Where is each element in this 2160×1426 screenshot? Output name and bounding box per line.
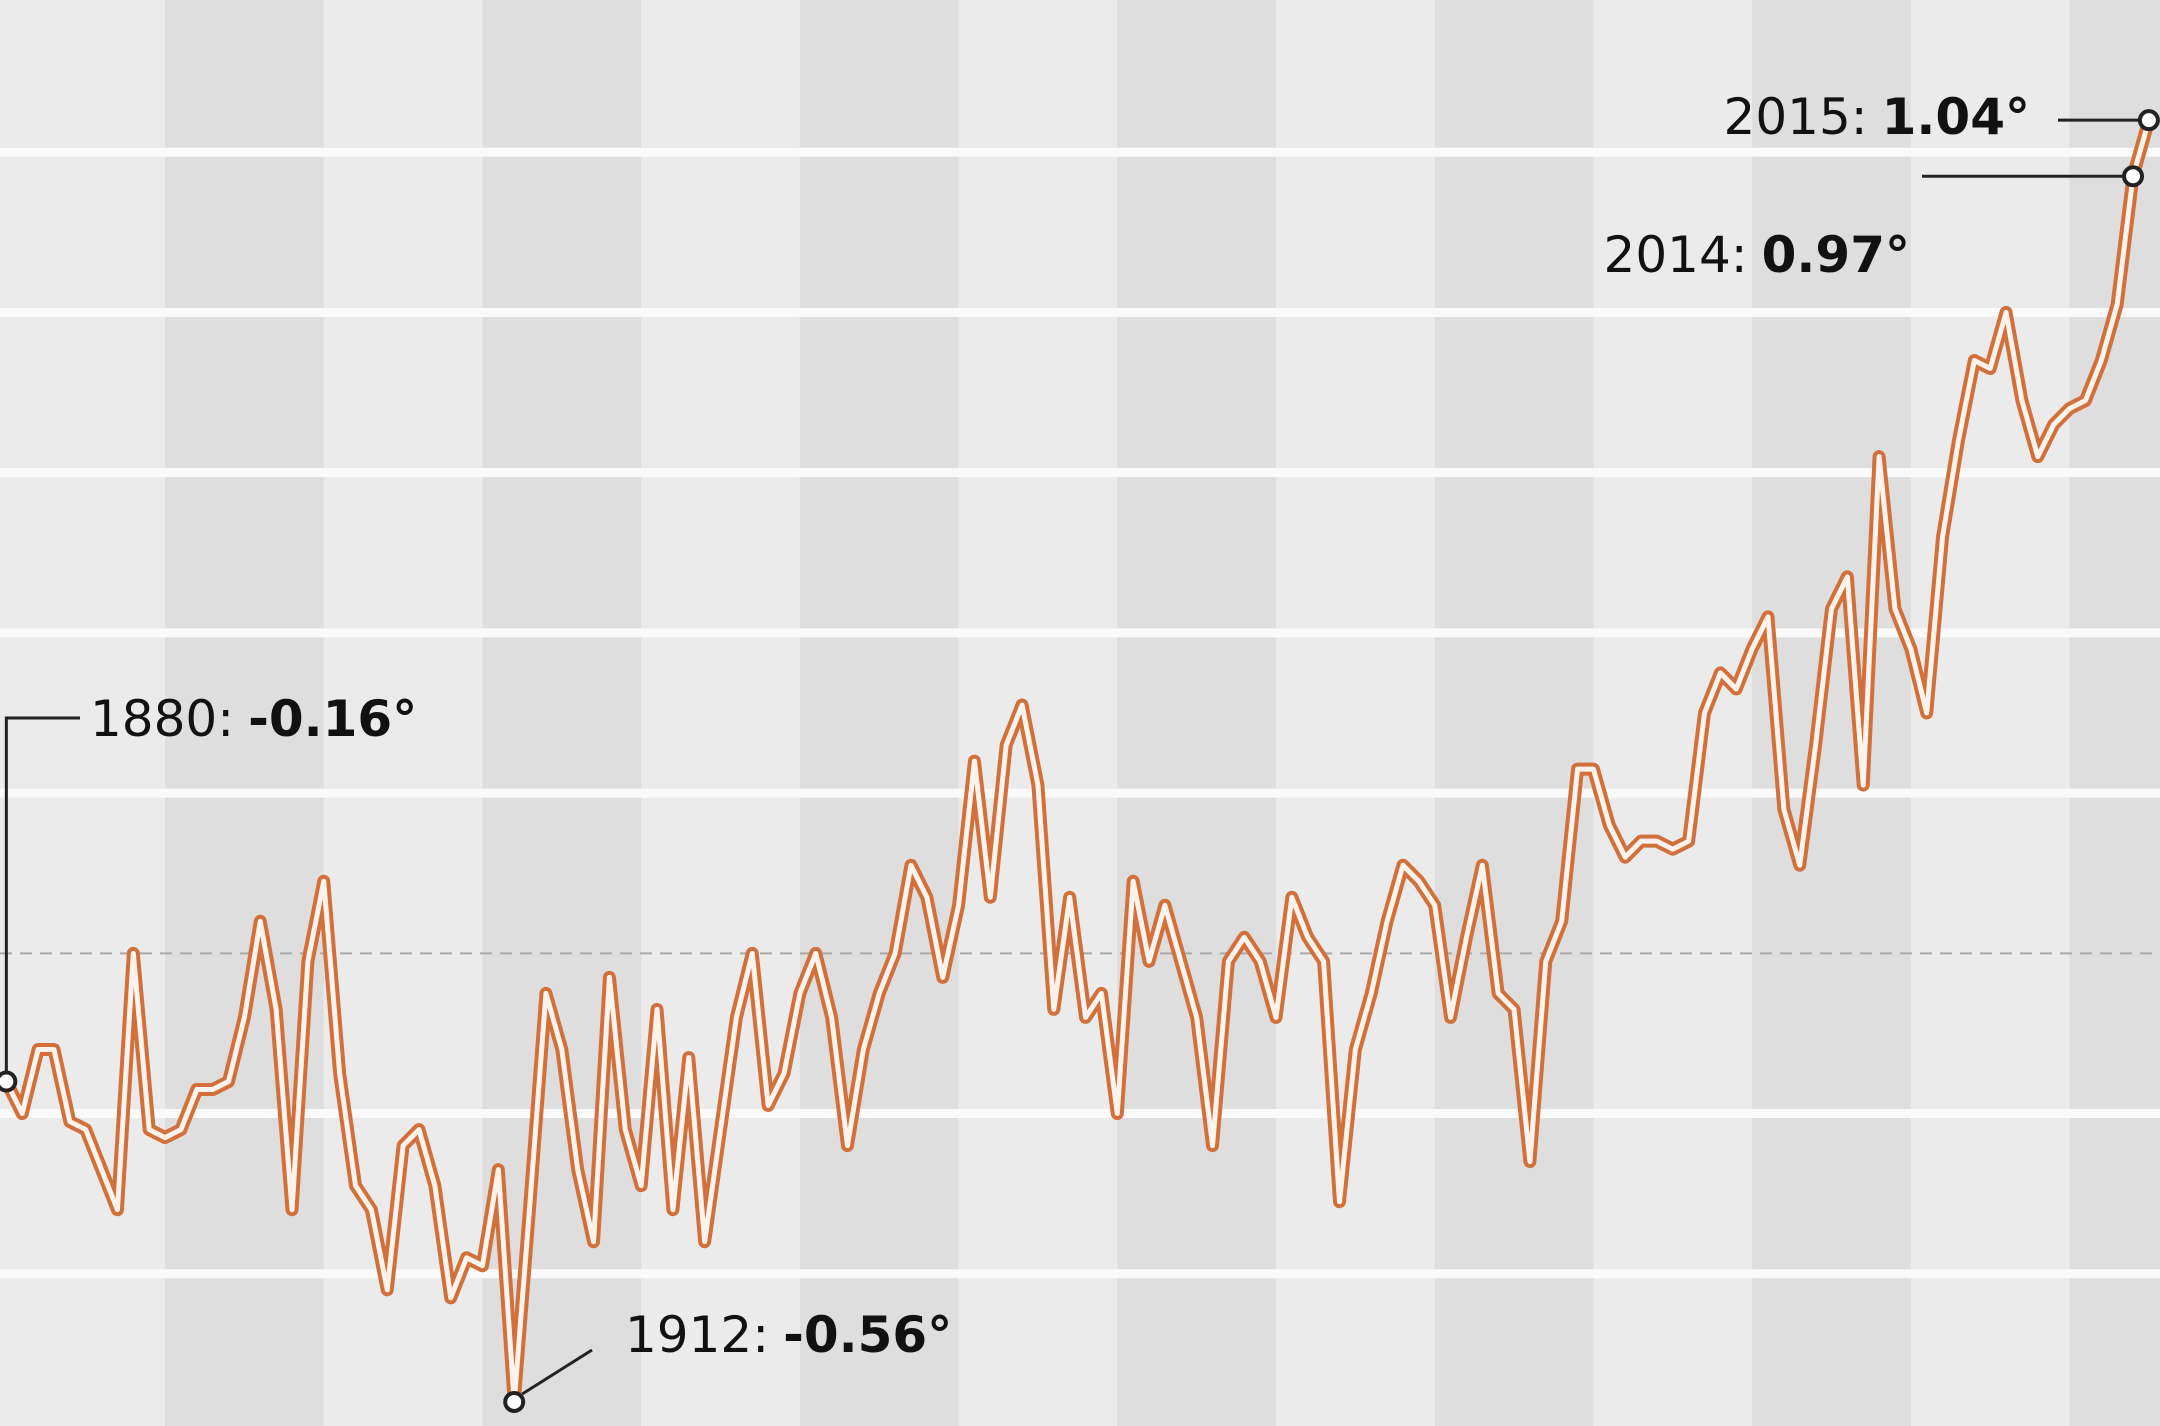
annotation-marker bbox=[2137, 109, 2160, 132]
annotation-year: 1912: bbox=[625, 1306, 769, 1364]
annotation-marker bbox=[503, 1390, 526, 1413]
decade-band bbox=[1434, 0, 1594, 1426]
decade-band bbox=[482, 0, 642, 1426]
annotation-marker bbox=[0, 1070, 18, 1093]
annotation-value: -0.16° bbox=[248, 690, 417, 748]
annotation: 2015: 1.04° bbox=[1724, 88, 2030, 146]
annotation-value: -0.56° bbox=[783, 1306, 952, 1364]
decade-band bbox=[1117, 0, 1277, 1426]
annotation-leader bbox=[4, 716, 80, 1082]
annotation-value: 1.04° bbox=[1882, 88, 2030, 146]
decade-band bbox=[799, 0, 959, 1426]
annotation-year: 2014: bbox=[1604, 226, 1748, 284]
annotation: 1912: -0.56° bbox=[625, 1306, 952, 1364]
annotation: 2014: 0.97° bbox=[1604, 226, 1910, 284]
annotation-year: 2015: bbox=[1724, 88, 1868, 146]
annotation-value: 0.97° bbox=[1762, 226, 1910, 284]
decade-band bbox=[2069, 0, 2160, 1426]
annotation: 1880: -0.16° bbox=[90, 690, 417, 748]
annotation-marker bbox=[2122, 165, 2145, 188]
line bbox=[3, 117, 2152, 1405]
annotation-year: 1880: bbox=[90, 690, 234, 748]
annotation-leader bbox=[521, 1348, 593, 1396]
